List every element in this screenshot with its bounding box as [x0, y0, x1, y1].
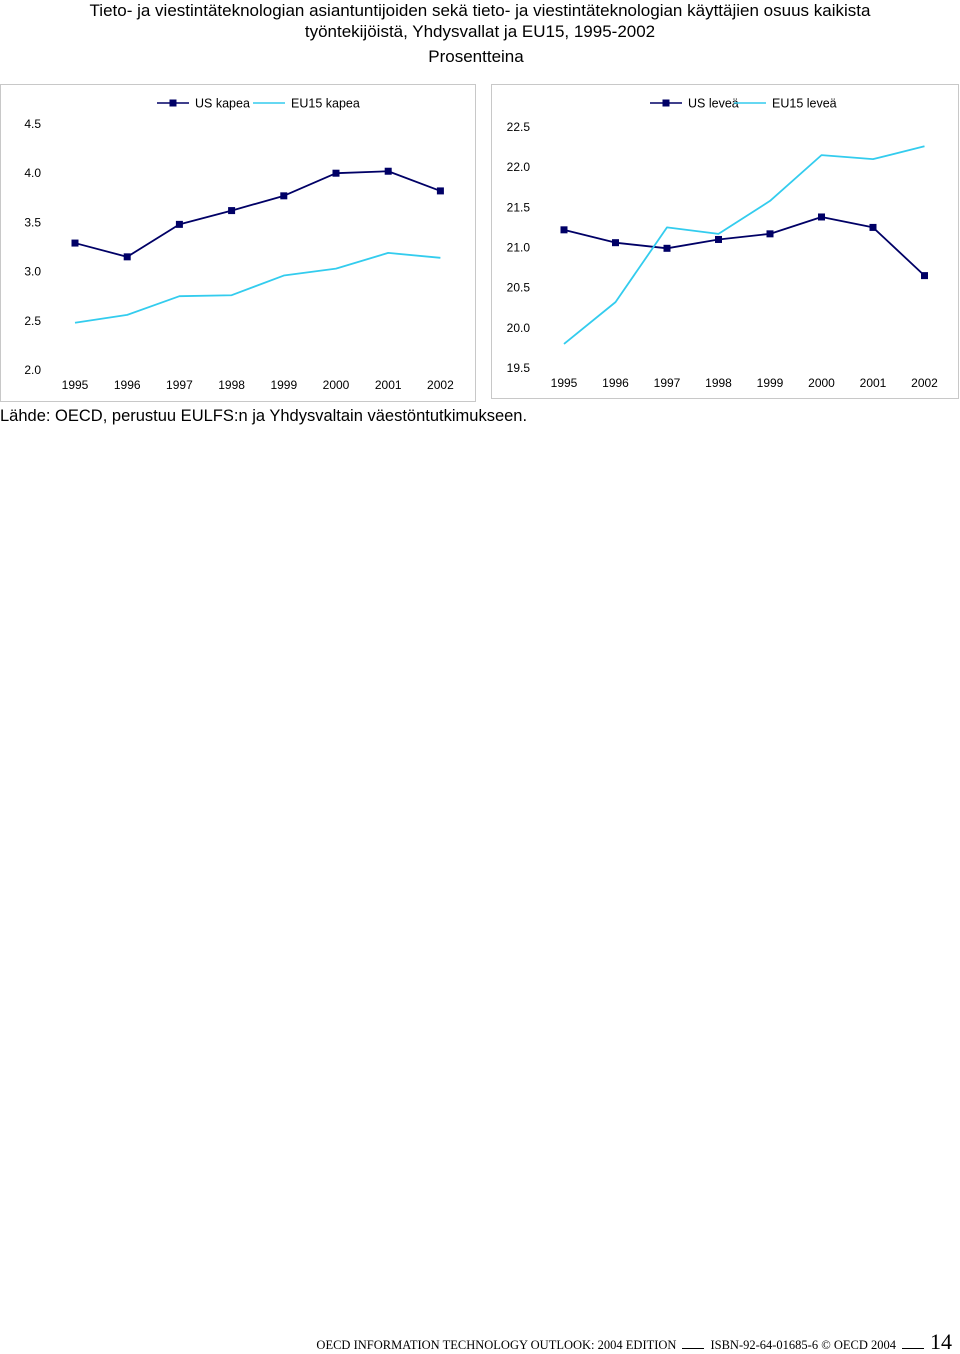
y-tick-label: 4.0 [24, 166, 41, 180]
x-tick-label: 1997 [166, 378, 193, 392]
y-tick-label: 3.5 [24, 215, 41, 229]
y-tick-label: 22.5 [507, 120, 531, 134]
y-tick-label: 4.5 [24, 117, 41, 131]
data-point-marker [71, 239, 79, 247]
x-tick-label: 2001 [375, 378, 402, 392]
data-point-marker [560, 226, 568, 234]
series-line-eu15 [563, 145, 925, 345]
chart-broad-plot: 19.5 20.0 20.5 21.0 21.5 22.0 22.5 1995 1996 1997… [507, 97, 939, 391]
data-point-marker [384, 167, 392, 175]
x-tick-label: 2000 [323, 378, 350, 392]
x-tick-label: 1995 [62, 378, 89, 392]
series-line-eu15 [74, 252, 441, 324]
y-tick-label: 2.0 [24, 363, 41, 377]
y-tick-label: 2.5 [24, 314, 41, 328]
x-tick-label: 1998 [218, 378, 245, 392]
chart-title-line-1: Tieto- ja viestintäteknologian asiantunt… [89, 1, 871, 20]
legend-marker [169, 99, 177, 107]
chart-narrow: 2.0 2.5 3.0 3.5 4.0 4.5 1995 1996 1997 1998 1999 20… [0, 84, 476, 402]
data-point-marker [715, 235, 722, 243]
x-tick-label: 1996 [114, 378, 141, 392]
data-point-marker [436, 187, 444, 195]
data-point-marker [175, 220, 183, 228]
y-tick-label: 22.0 [507, 160, 531, 174]
footer-separator [902, 1348, 924, 1349]
y-tick-label: 21.5 [507, 200, 531, 214]
x-tick-label: 1996 [602, 376, 629, 390]
chart-title: Tieto- ja viestintäteknologian asiantunt… [0, 0, 960, 42]
y-tick-label: 20.0 [507, 321, 531, 335]
x-tick-label: 2002 [911, 376, 938, 390]
x-tick-label: 2002 [427, 378, 454, 392]
data-point-marker [921, 272, 928, 280]
data-point-marker [869, 223, 877, 231]
legend-label: EU15 kapea [291, 97, 360, 111]
data-point-marker [332, 169, 340, 177]
legend-label: EU15 leveä [772, 97, 837, 111]
legend-label: US kapea [195, 97, 250, 111]
x-tick-label: 2000 [808, 376, 835, 390]
series-line-us [74, 170, 441, 258]
series-line-us [563, 216, 926, 277]
x-tick-label: 1998 [705, 376, 732, 390]
y-tick-label: 20.5 [507, 281, 531, 295]
data-point-marker [818, 213, 825, 221]
x-tick-label: 1999 [270, 378, 297, 392]
data-point-marker [228, 207, 236, 215]
legend-marker [662, 99, 670, 107]
source-note: Lähde: OECD, perustuu EULFS:n ja Yhdysva… [0, 407, 528, 425]
y-tick-label: 19.5 [507, 361, 531, 375]
chart-subtitle: Prosentteina [428, 47, 524, 66]
page-footer: OECD INFORMATION TECHNOLOGY OUTLOOK: 200… [316, 1329, 952, 1353]
chart-narrow-plot: 2.0 2.5 3.0 3.5 4.0 4.5 1995 1996 1997 1998 1999 20… [24, 97, 454, 393]
footer-separator [682, 1348, 705, 1349]
chart-title-line-2: työntekijöistä, Yhdysvallat ja EU15, 199… [304, 22, 656, 41]
data-point-marker [663, 244, 671, 252]
data-point-marker [766, 230, 774, 238]
x-tick-label: 1995 [551, 376, 578, 390]
y-tick-label: 3.0 [24, 265, 41, 279]
data-point-marker [280, 192, 288, 200]
footer-isbn: ISBN-92-64-01685-6 © OECD 2004 [710, 1338, 896, 1352]
data-point-marker [612, 239, 619, 247]
x-tick-label: 2001 [860, 376, 887, 390]
y-tick-label: 21.0 [507, 241, 531, 255]
page-number: 14 [930, 1329, 952, 1354]
chart-broad: 19.5 20.0 20.5 21.0 21.5 22.0 22.5 1995 1996 1997… [491, 84, 959, 399]
footer-publication: OECD INFORMATION TECHNOLOGY OUTLOOK: 200… [316, 1338, 677, 1352]
legend-label: US leveä [688, 97, 739, 111]
data-point-marker [123, 253, 131, 261]
x-tick-label: 1997 [654, 376, 681, 390]
x-tick-label: 1999 [757, 376, 784, 390]
